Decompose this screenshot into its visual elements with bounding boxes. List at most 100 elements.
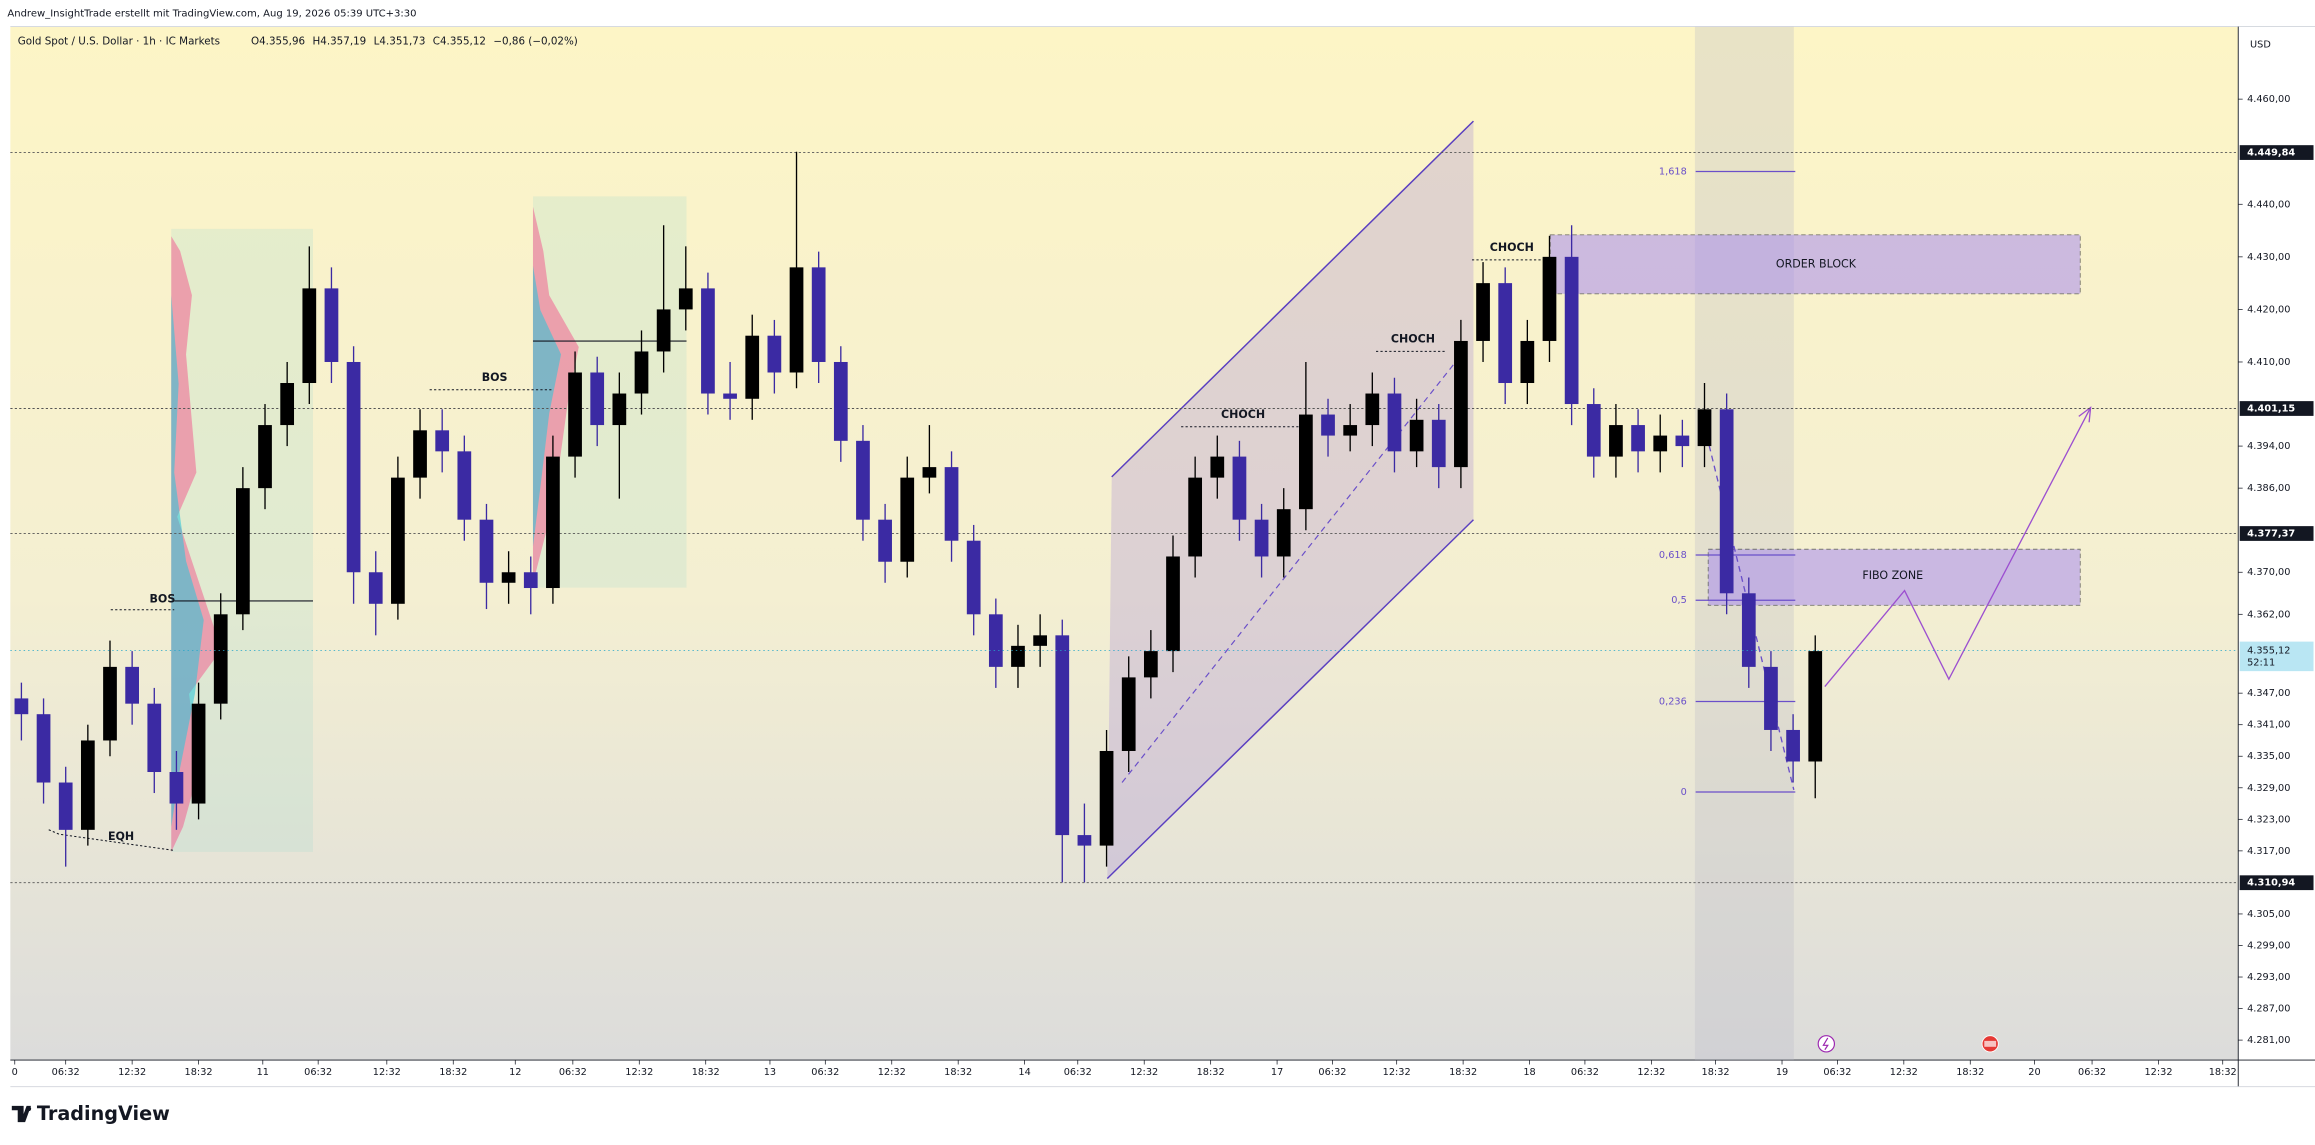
candle-body	[1542, 256, 1557, 341]
x-tick-label: 12:32	[625, 1067, 653, 1078]
x-tick-label: 13	[764, 1067, 776, 1078]
candle-body	[368, 572, 383, 604]
x-tick-label: 14	[1018, 1067, 1030, 1078]
y-tick-label: 4.287,00	[2247, 1004, 2290, 1015]
price-label: 4.377,37	[2247, 529, 2295, 540]
candle-body	[125, 666, 140, 704]
zone-label: ORDER BLOCK	[1776, 257, 1857, 270]
order-block	[1549, 234, 2081, 295]
annotation: BOS	[482, 371, 508, 384]
candle-body	[1343, 425, 1358, 436]
x-tick-label: 19	[1776, 1067, 1788, 1078]
annotation: CHOCH	[1221, 408, 1265, 421]
candle-body	[1520, 340, 1535, 384]
candle-body	[568, 372, 582, 457]
legend-value: C4.355,12	[433, 35, 486, 47]
x-tick-label: 18:32	[2209, 1067, 2237, 1078]
candle-body	[546, 456, 560, 589]
candle-body	[1431, 419, 1446, 468]
candle-body	[1719, 409, 1734, 594]
candle-body	[811, 267, 826, 362]
candle-body	[280, 383, 295, 426]
y-tick-label: 4.410,00	[2247, 357, 2290, 368]
candle-body	[678, 288, 693, 310]
candle-body	[413, 430, 427, 478]
x-tick-label: 12:32	[373, 1067, 401, 1078]
x-tick-label: 12:32	[1383, 1067, 1411, 1078]
y-tick-label: 4.293,00	[2247, 972, 2290, 983]
projection-path	[1824, 407, 2092, 687]
channel-midline	[1121, 353, 1463, 783]
candle-body	[590, 372, 605, 426]
candle-body	[878, 519, 892, 562]
candle-body	[1099, 750, 1114, 846]
candle-body	[767, 335, 782, 373]
price-label-bg	[2239, 526, 2314, 541]
annotation: CHOCH	[1490, 241, 1534, 254]
legend-value: O4.355,96	[251, 35, 305, 47]
event-icon[interactable]	[1817, 1035, 1836, 1053]
x-tick-label: 20	[2028, 1067, 2040, 1078]
x-tick-label: 12	[509, 1067, 521, 1078]
candle-body	[1387, 393, 1402, 452]
x-tick-label: 18:32	[944, 1067, 972, 1078]
candle-body	[14, 698, 29, 715]
candle-body	[457, 451, 472, 520]
event-icon-glyph	[1822, 1037, 1829, 1051]
candle-body	[1609, 425, 1623, 457]
candle-body	[1586, 404, 1601, 457]
fib-label: 1,618	[1659, 167, 1687, 178]
candle-body	[1697, 409, 1712, 447]
x-tick-label: 12:32	[2144, 1067, 2172, 1078]
candle-body	[501, 572, 516, 583]
candle-body	[1786, 729, 1800, 762]
candle-body	[1764, 666, 1778, 730]
channel-line	[1111, 120, 1474, 478]
candle-body	[634, 351, 649, 394]
tradingview-logo: TradingView	[11, 1102, 170, 1125]
x-tick-label: 06:32	[304, 1067, 332, 1078]
candle-body	[103, 666, 117, 741]
candle-body	[1653, 435, 1668, 452]
x-tick-label: 18:32	[185, 1067, 213, 1078]
candle-body	[1254, 519, 1269, 557]
candle-body	[612, 393, 627, 426]
credit: Andrew_InsightTrade erstellt mit Trading…	[7, 8, 416, 19]
candle-body	[988, 614, 1003, 667]
plot-marks: 1,618 0,618 0,5 0,236 0	[10, 151, 2239, 884]
x-tick-label: 12:32	[878, 1067, 906, 1078]
fib-label: 0,236	[1659, 696, 1687, 707]
candle-body	[36, 714, 51, 783]
candle-body	[479, 519, 494, 583]
symbol-title: Gold Spot / U.S. Dollar · 1h · IC Market…	[18, 35, 220, 47]
fib-trend-line	[1706, 435, 1795, 791]
x-tick-label: 06:32	[559, 1067, 587, 1078]
annotation: CHOCH	[1391, 333, 1435, 346]
candle-body	[1409, 419, 1424, 452]
x-tick-label: 18:32	[439, 1067, 467, 1078]
price-label-bg	[2239, 401, 2314, 416]
x-tick-label: 12:32	[118, 1067, 146, 1078]
x-tick-label: 18:32	[1197, 1067, 1225, 1078]
candle-body	[191, 703, 206, 804]
projection-arrowhead	[2078, 406, 2092, 423]
volume-profile	[532, 265, 562, 547]
ohlc-legend: O4.355,96 H4.357,19 L4.351,73 C4.355,12 −0,8…	[251, 35, 578, 47]
candle-body	[745, 335, 760, 399]
flag-stripe	[1984, 1040, 1997, 1047]
candle-body	[169, 772, 184, 804]
price-label-bg	[2239, 145, 2314, 160]
candle-body	[1077, 835, 1092, 846]
x-tick-label: 12:32	[1130, 1067, 1158, 1078]
channel-line	[1106, 519, 1474, 880]
y-tick-label: 4.305,00	[2247, 909, 2290, 920]
x-tick-label: 06:32	[1823, 1067, 1851, 1078]
y-tick-label: 4.347,00	[2247, 688, 2290, 699]
y-tick-label: 4.362,00	[2247, 609, 2290, 620]
candle-body	[1321, 414, 1335, 436]
candle-body	[1188, 477, 1203, 557]
candle-body	[1055, 635, 1070, 836]
volume-profile	[532, 206, 579, 584]
logo-mark	[11, 1105, 32, 1123]
